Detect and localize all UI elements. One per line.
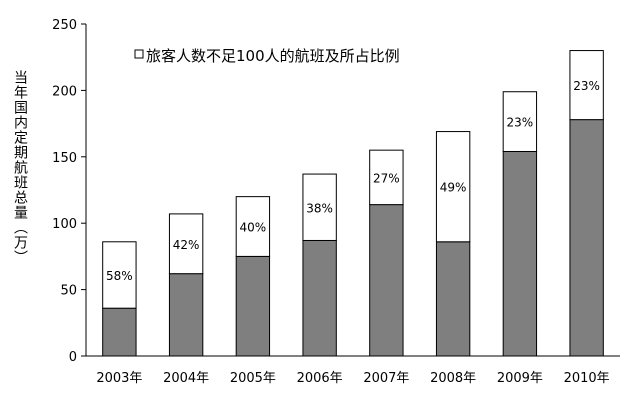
data-label: 58% — [106, 269, 133, 283]
bar-segment-white — [435, 131, 471, 243]
data-label: 23% — [507, 116, 534, 130]
y-tick-label: 100 — [52, 217, 77, 232]
bar-segment-gray — [235, 255, 271, 357]
bar-segment-white — [235, 196, 271, 257]
data-label: 42% — [173, 238, 200, 252]
bar-segment-gray — [435, 241, 471, 357]
data-label: 27% — [373, 171, 400, 185]
bar-segment-gray — [102, 307, 137, 357]
bar-segment-gray — [369, 204, 404, 357]
bar-segment-gray — [302, 239, 337, 357]
bar-segment-gray — [569, 119, 604, 357]
y-tick-label: 250 — [52, 18, 77, 33]
x-tick-label: 2005年 — [230, 371, 276, 386]
bar-segment-white — [302, 173, 337, 241]
y-tick-label: 50 — [60, 284, 77, 299]
bar-segment-white — [502, 91, 538, 152]
x-tick-label: 2007年 — [363, 371, 409, 386]
y-axis-label: 当年国内定期航班总量（万） — [12, 70, 28, 265]
bar-segment-gray — [168, 273, 204, 357]
data-label: 23% — [573, 79, 600, 93]
x-tick-label: 2003年 — [96, 371, 142, 386]
data-label: 38% — [306, 201, 333, 215]
x-tick-label: 2004年 — [163, 371, 209, 386]
legend-label: 旅客人数不足100人的航班及所占比例 — [146, 47, 400, 65]
x-tick-label: 2010年 — [564, 371, 610, 386]
x-tick-label: 2009年 — [497, 371, 543, 386]
legend-swatch — [134, 49, 144, 59]
bar-segment-white — [369, 149, 404, 206]
data-label: 49% — [440, 181, 467, 195]
x-tick-label: 2008年 — [430, 371, 476, 386]
y-tick-label: 200 — [52, 84, 77, 99]
bar-segment-white — [168, 213, 204, 275]
y-tick-label: 0 — [69, 350, 77, 365]
y-tick-label: 150 — [52, 151, 77, 166]
bar-segment-gray — [502, 150, 538, 357]
bar-segment-white — [102, 241, 137, 309]
x-tick-label: 2006年 — [297, 371, 343, 386]
data-label: 40% — [240, 221, 267, 235]
bar-segment-white — [569, 50, 604, 121]
